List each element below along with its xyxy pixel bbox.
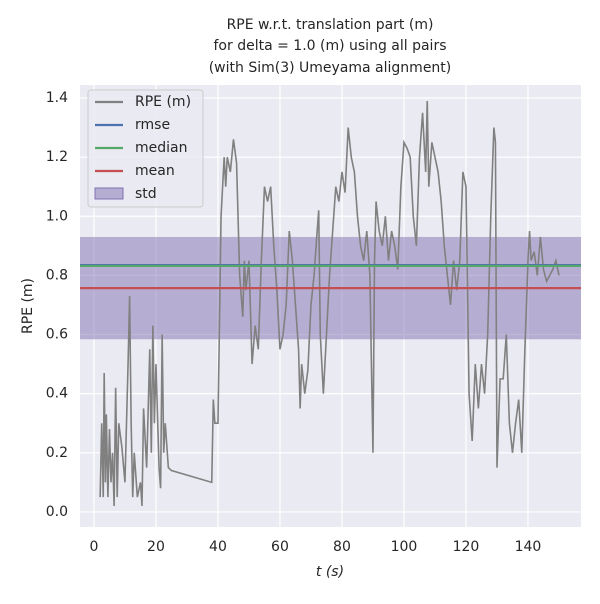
series-line xyxy=(99,100,560,507)
x-tick-label: 40 xyxy=(209,539,227,555)
y-axis-label: RPE (m) xyxy=(20,278,36,334)
y-tick-label: 1.4 xyxy=(46,90,68,106)
chart-title: (with Sim(3) Umeyama alignment) xyxy=(209,60,452,76)
x-tick-label: 20 xyxy=(147,539,165,555)
legend-label: std xyxy=(135,186,157,202)
y-tick-label: 0.8 xyxy=(46,267,68,283)
legend: RPE (m) rmse median mean std xyxy=(87,89,204,208)
y-tick-label: 0.6 xyxy=(46,327,68,343)
legend-label: median xyxy=(135,140,187,156)
chart-title: for delta = 1.0 (m) using all pairs xyxy=(214,38,447,54)
x-tick-label: 140 xyxy=(515,539,542,555)
x-tick-label: 120 xyxy=(453,539,480,555)
x-tick-label: 0 xyxy=(89,539,98,555)
x-axis-label: t (s) xyxy=(316,564,344,580)
y-tick-label: 0.4 xyxy=(46,386,68,402)
y-tick-label: 0.0 xyxy=(46,504,68,520)
legend-swatch xyxy=(94,187,124,200)
x-tick-label: 100 xyxy=(391,539,418,555)
chart-title: RPE w.r.t. translation part (m) xyxy=(227,17,434,33)
y-tick-label: 0.2 xyxy=(46,445,68,461)
legend-label: RPE (m) xyxy=(135,94,191,110)
x-tick-label: 60 xyxy=(271,539,289,555)
legend-label: rmse xyxy=(135,117,170,133)
x-tick-label: 80 xyxy=(333,539,351,555)
y-tick-label: 1.2 xyxy=(46,149,68,165)
legend-label: mean xyxy=(135,163,175,179)
y-tick-label: 1.0 xyxy=(46,208,68,224)
legend-box xyxy=(87,89,204,208)
